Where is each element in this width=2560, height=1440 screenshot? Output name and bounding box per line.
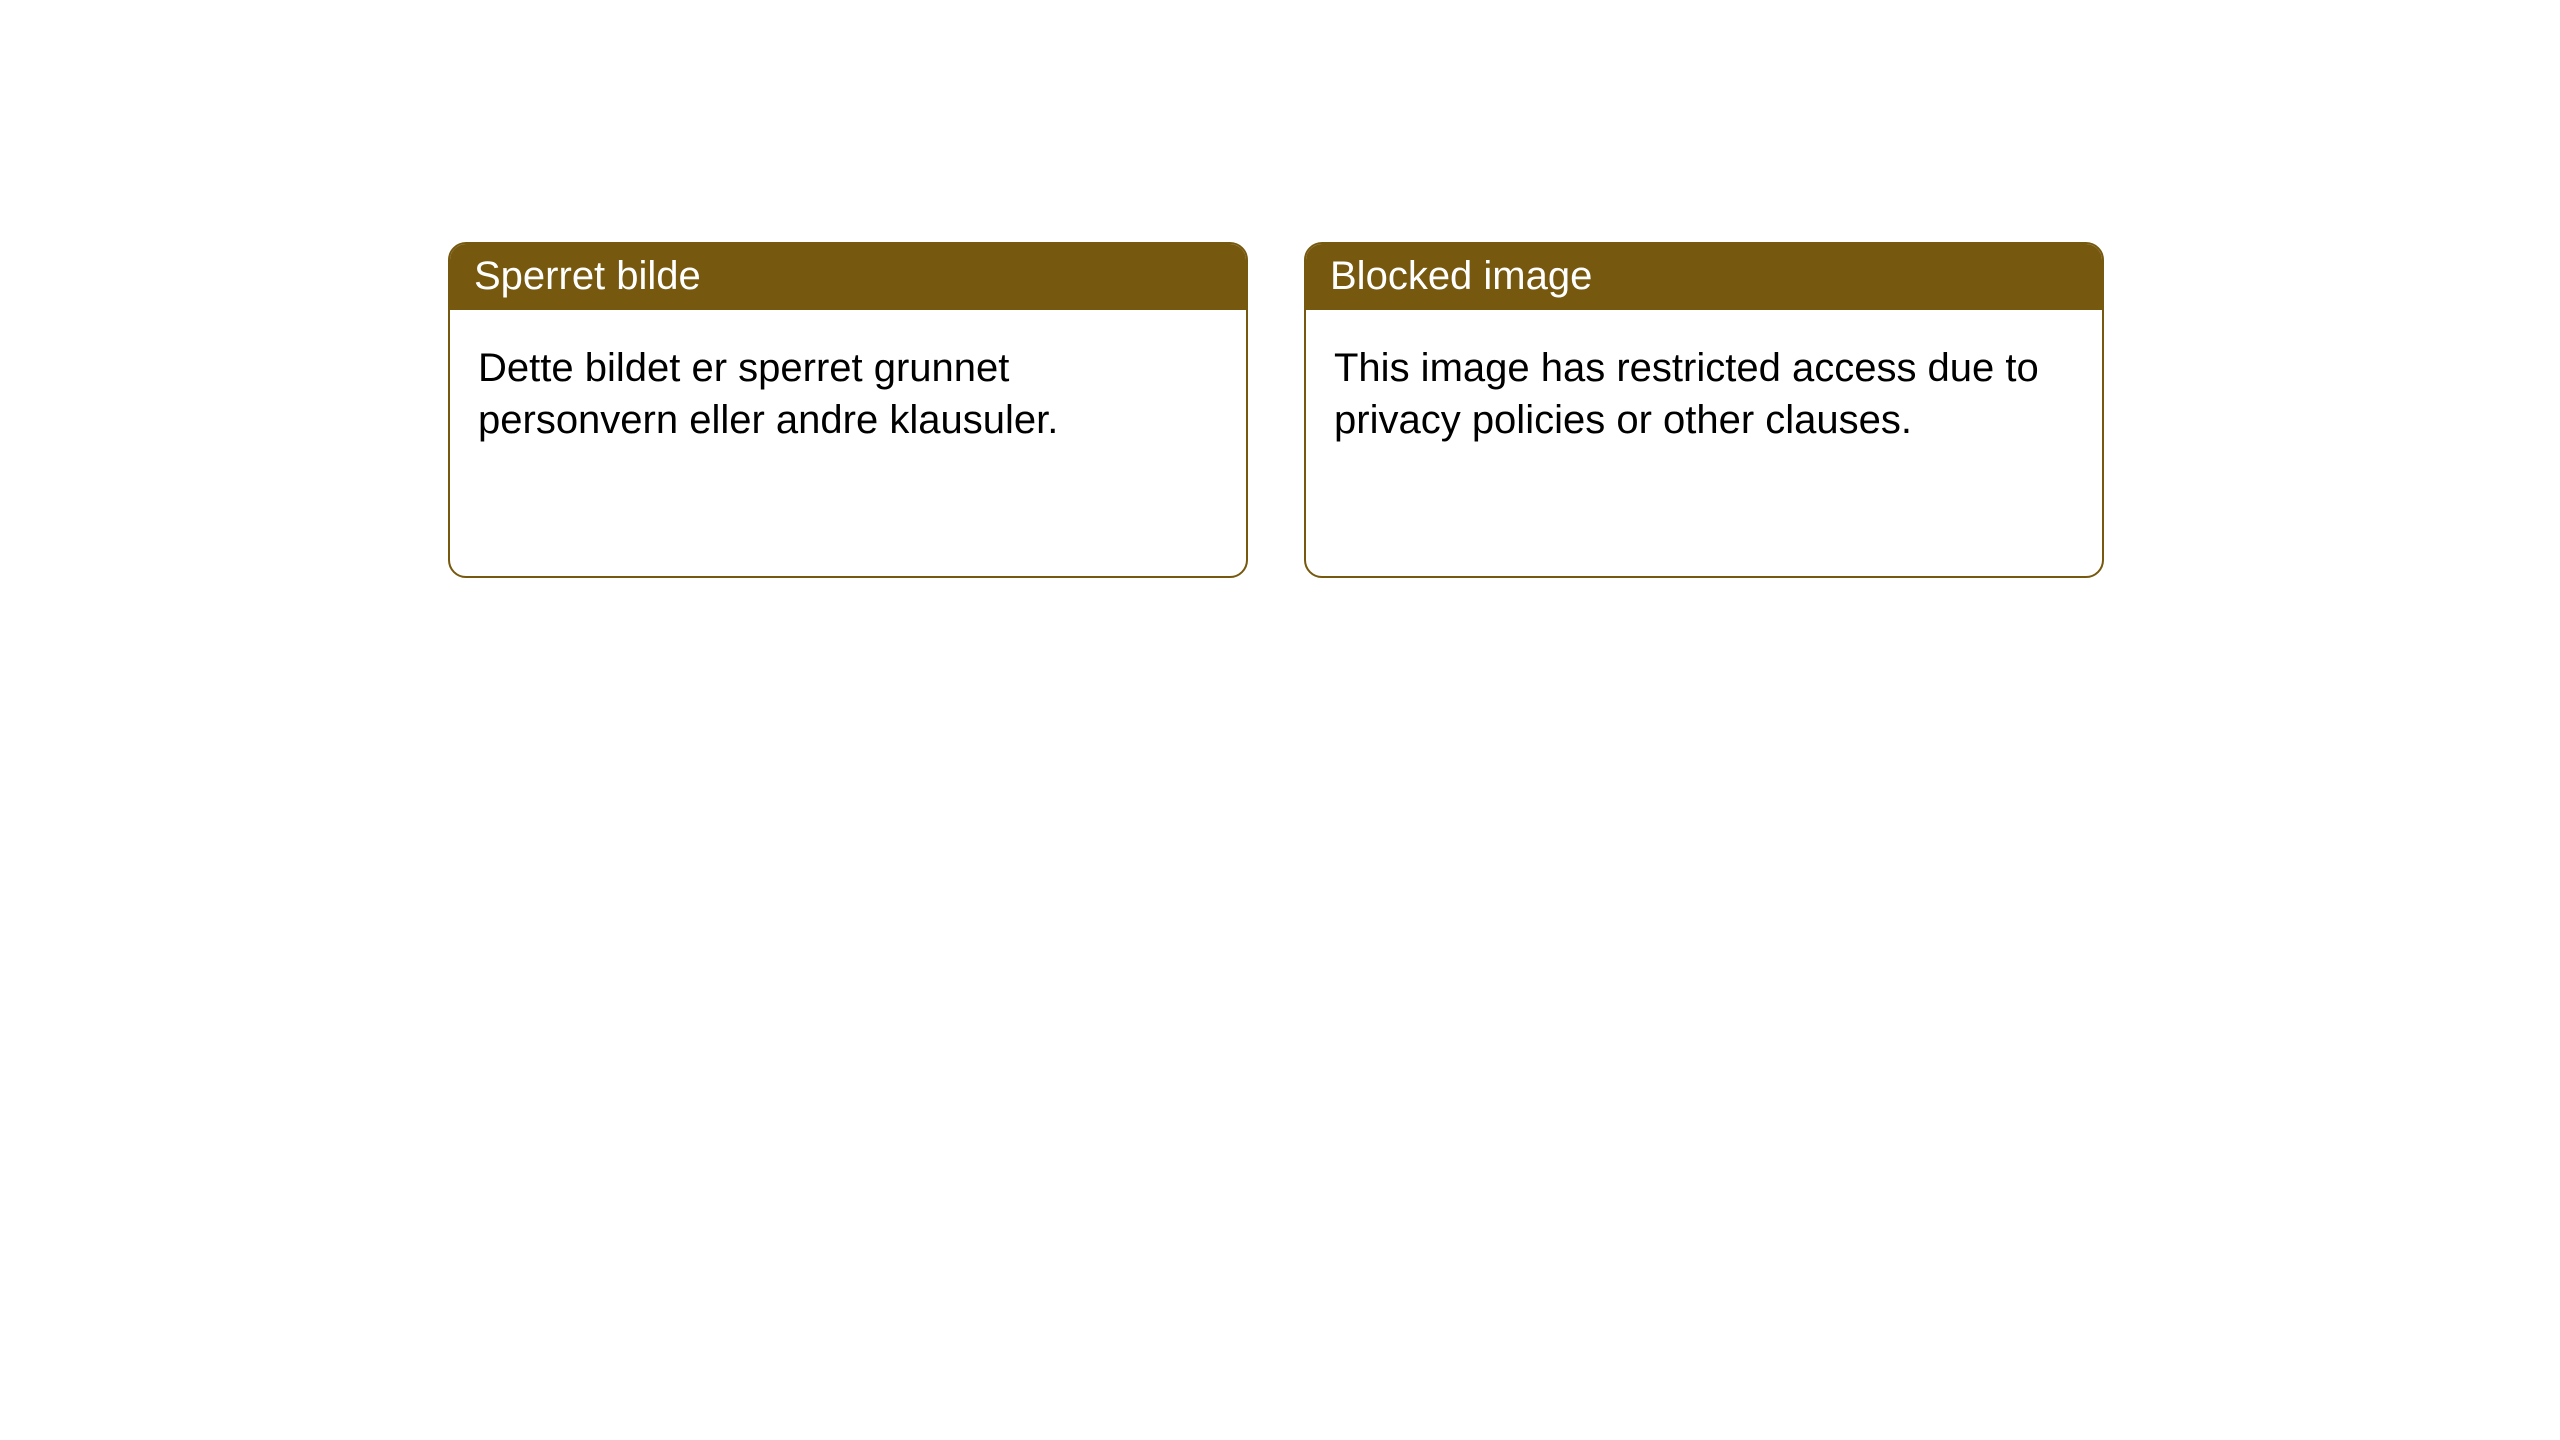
notice-container: Sperret bilde Dette bildet er sperret gr… xyxy=(0,0,2560,578)
notice-card-english: Blocked image This image has restricted … xyxy=(1304,242,2104,578)
notice-card-body: This image has restricted access due to … xyxy=(1306,310,2102,478)
notice-card-norwegian: Sperret bilde Dette bildet er sperret gr… xyxy=(448,242,1248,578)
notice-card-header: Sperret bilde xyxy=(450,244,1246,310)
notice-card-header: Blocked image xyxy=(1306,244,2102,310)
notice-card-body: Dette bildet er sperret grunnet personve… xyxy=(450,310,1246,478)
